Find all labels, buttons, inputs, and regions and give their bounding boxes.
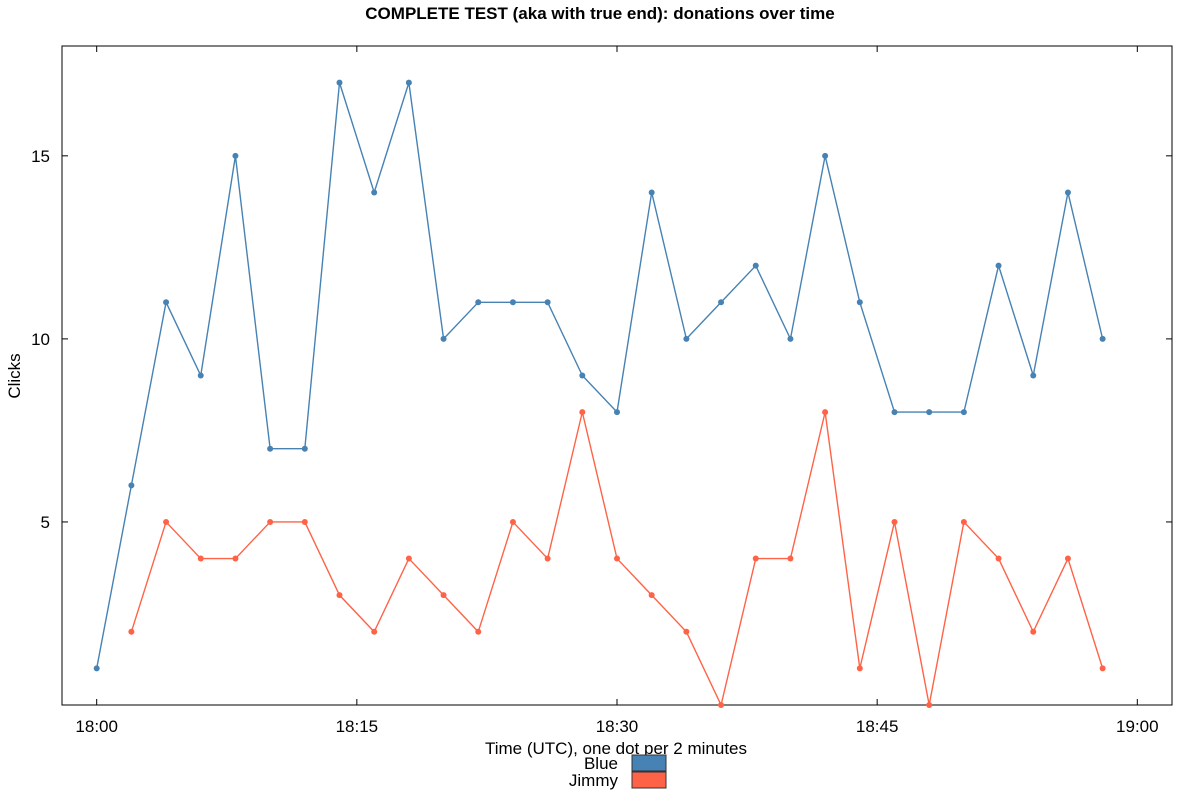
data-point-blue [163,299,170,306]
data-point-blue [1099,335,1106,342]
data-point-blue [960,409,967,416]
data-point-blue [232,152,239,159]
data-point-blue [752,262,759,269]
data-point-jimmy [960,518,967,525]
data-point-blue [648,189,655,196]
data-point-blue [718,299,725,306]
data-point-jimmy [856,665,863,672]
data-point-blue [197,372,204,379]
data-point-jimmy [336,592,343,599]
legend-swatch-blue [631,754,667,772]
data-point-jimmy [891,518,898,525]
x-tick-label: 18:45 [856,717,899,736]
x-axis-label: Time (UTC), one dot per 2 minutes [485,739,747,758]
data-point-blue [891,409,898,416]
series-line-blue [95,82,1104,669]
data-point-jimmy [926,702,933,708]
y-tick-label: 5 [41,513,50,532]
data-point-blue [1030,372,1037,379]
data-point-blue [440,335,447,342]
x-tick-label: 19:00 [1116,717,1159,736]
data-point-blue [301,445,308,452]
data-point-blue [787,335,794,342]
data-point-jimmy [787,555,794,562]
data-point-jimmy [1064,555,1071,562]
y-axis-label: Clicks [5,353,24,398]
data-point-jimmy [718,702,725,708]
data-point-jimmy [232,555,239,562]
data-point-blue [267,445,274,452]
data-point-blue [683,335,690,342]
data-point-blue [822,152,829,159]
data-point-blue [614,409,620,416]
plot-frame [61,45,1173,706]
chart-title: COMPLETE TEST (aka with true end): donat… [365,4,834,23]
data-point-blue [995,262,1002,269]
x-tick-label: 18:30 [596,717,639,736]
data-point-blue [856,299,863,306]
data-point-blue [579,372,586,379]
legend-label-jimmy: Jimmy [569,771,619,790]
data-point-jimmy [301,518,308,525]
data-point-jimmy [683,628,690,635]
data-point-jimmy [371,628,378,635]
data-point-jimmy [440,592,447,599]
series-layer [93,79,1106,708]
data-point-jimmy [995,555,1002,562]
data-point-jimmy [1099,665,1106,672]
data-point-jimmy [163,518,170,525]
data-point-blue [371,189,378,196]
data-point-blue [475,299,482,306]
data-point-jimmy [197,555,204,562]
legend-swatch-jimmy [631,771,667,789]
data-point-jimmy [614,555,620,562]
data-point-jimmy [509,518,516,525]
data-point-blue [336,79,343,86]
x-tick-label: 18:15 [336,717,379,736]
data-point-blue [544,299,551,306]
y-tick-label: 15 [31,147,50,166]
ticks-layer: 18:00 18:15 18:30 18:45 19:00 5 10 15 [31,46,1172,736]
data-point-jimmy [475,628,482,635]
data-point-blue [93,665,100,672]
x-tick-label: 18:00 [75,717,118,736]
data-point-blue [1064,189,1071,196]
y-tick-label: 10 [31,330,50,349]
data-point-jimmy [405,555,412,562]
data-point-jimmy [579,409,586,416]
data-point-jimmy [267,518,274,525]
data-point-blue [128,482,135,489]
data-point-jimmy [752,555,759,562]
data-point-jimmy [1030,628,1037,635]
data-point-jimmy [822,409,829,416]
legend-label-blue: Blue [584,754,618,773]
data-point-jimmy [128,628,135,635]
data-point-blue [926,409,933,416]
data-point-jimmy [544,555,551,562]
data-point-jimmy [648,592,655,599]
data-point-blue [405,79,412,86]
data-point-blue [509,299,516,306]
